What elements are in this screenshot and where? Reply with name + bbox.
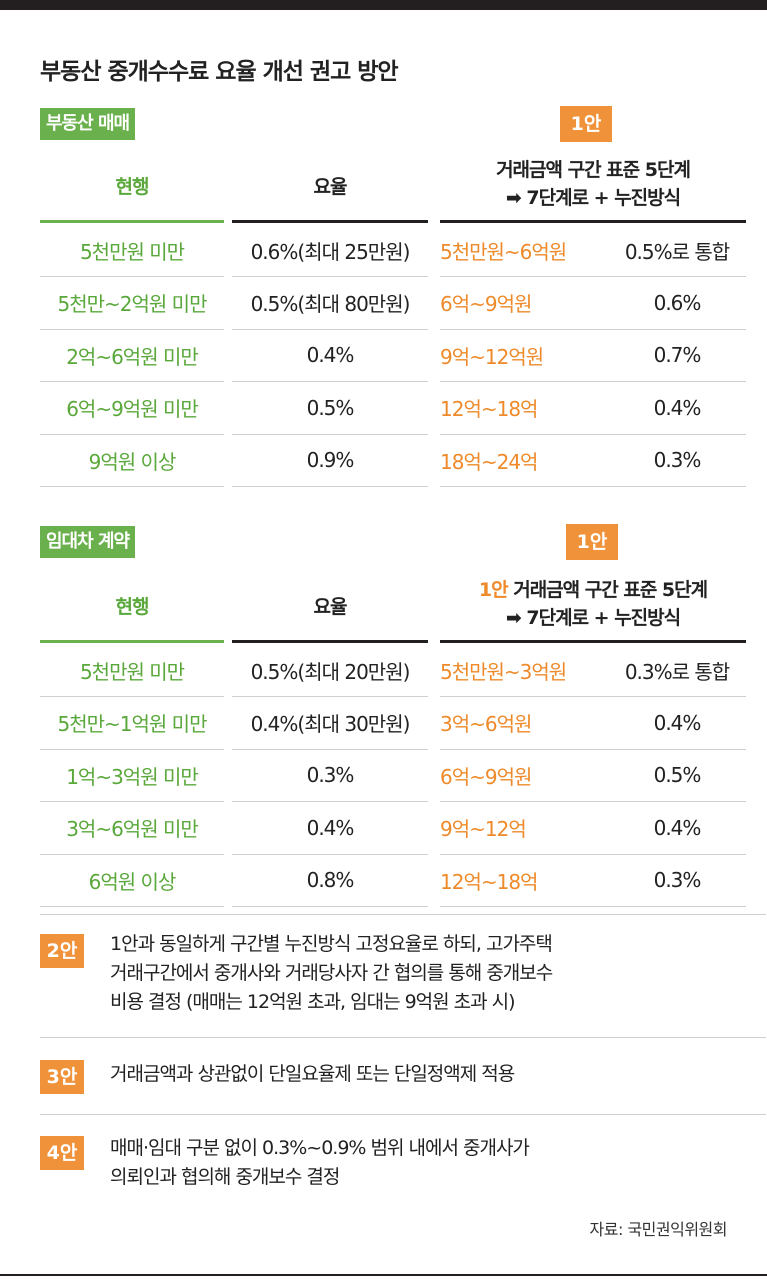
proposal-divider	[40, 914, 766, 915]
lease-section-tag: 임대차 계약	[40, 526, 136, 558]
proposal-2-line: 거래구간에서 중개사와 거래당사자 간 협의를 통해 중개보수	[110, 962, 553, 984]
lease-rate-cell: 0.4%(최대 30만원)	[232, 697, 428, 750]
lease-header-rate: 요율	[313, 596, 348, 618]
proposal-2-line: 비용 결정 (매매는 12억원 초과, 임대는 9억원 초과 시)	[110, 991, 516, 1013]
sale-new-rate-cell: 0.4%	[608, 382, 746, 435]
sale-new-rate-cell: 0.7%	[608, 329, 746, 382]
sale-header-rule-rate	[232, 220, 428, 223]
lease-range-cell: 9억~12억	[440, 802, 608, 855]
proposal-3: 3안 거래금액과 상관없이 단일요율제 또는 단일정액제 적용	[40, 1058, 766, 1098]
bottom-rule	[0, 1274, 767, 1276]
lease-new-rate-cell: 0.4%	[608, 697, 746, 750]
sale-current-cell: 6억~9억원 미만	[40, 382, 224, 435]
sale-rate-cell: 0.5%(최대 80만원)	[232, 277, 428, 330]
proposal-divider	[40, 1037, 766, 1038]
lease-header-proposal-prefix: 1안	[478, 579, 509, 601]
sale-range-cell: 18억~24억	[440, 434, 608, 487]
lease-rate-cell: 0.3%	[232, 749, 428, 802]
sale-rate-cell: 0.5%	[232, 382, 428, 435]
lease-rate-cell: 0.5%(최대 20만원)	[232, 644, 428, 697]
sale-header-proposal-line1: 거래금액 구간 표준 5단계	[496, 159, 691, 181]
lease-header-proposal-line1: 거래금액 구간 표준 5단계	[507, 579, 708, 601]
lease-range-cell: 12억~18억	[440, 854, 608, 907]
lease-new-rate-cell: 0.3%로 통합	[608, 644, 746, 697]
sale-current-cell: 9억원 이상	[40, 434, 224, 487]
sale-range-cell: 5천만원~6억원	[440, 224, 608, 277]
lease-header-rule-proposal	[440, 640, 746, 643]
lease-current-cell: 5천만~1억원 미만	[40, 697, 224, 750]
lease-current-cell: 6억원 이상	[40, 854, 224, 907]
proposal-divider	[40, 1114, 766, 1115]
lease-new-rate-cell: 0.3%	[608, 854, 746, 907]
lease-new-rate-cell: 0.5%	[608, 749, 746, 802]
sale-header-rule-current	[40, 220, 224, 223]
sale-new-rate-cell: 0.6%	[608, 277, 746, 330]
proposal-2: 2안 1안과 동일하게 구간별 누진방식 고정요율로 하되, 고가주택 거래구간…	[40, 930, 766, 1020]
sale-header-rule-proposal	[440, 220, 746, 223]
proposal-4-line: 의뢰인과 협의해 중개보수 결정	[110, 1166, 340, 1188]
sale-proposal-tag: 1안	[560, 106, 612, 142]
sale-current-cell: 5천만원 미만	[40, 224, 224, 277]
sale-rate-cell: 0.9%	[232, 434, 428, 487]
proposal-3-text: 거래금액과 상관없이 단일요율제 또는 단일정액제 적용	[110, 1060, 515, 1089]
lease-new-rate-cell: 0.4%	[608, 802, 746, 855]
lease-current-cell: 1억~3억원 미만	[40, 749, 224, 802]
sale-rate-cell: 0.4%	[232, 329, 428, 382]
proposal-2-text: 1안과 동일하게 구간별 누진방식 고정요율로 하되, 고가주택 거래구간에서 …	[110, 930, 553, 1017]
proposal-4-line: 매매·임대 구분 없이 0.3%~0.9% 범위 내에서 중개사가	[110, 1137, 530, 1159]
sale-current-cell: 5천만~2억원 미만	[40, 277, 224, 330]
proposal-2-tag: 2안	[40, 934, 84, 968]
sale-new-rate-cell: 0.5%로 통합	[608, 224, 746, 277]
sale-range-cell: 12억~18억	[440, 382, 608, 435]
page-title: 부동산 중개수수료 요율 개선 권고 방안	[40, 59, 399, 85]
proposal-4-tag: 4안	[40, 1136, 84, 1170]
lease-rate-cell: 0.8%	[232, 854, 428, 907]
sale-rate-cell: 0.6%(최대 25만원)	[232, 224, 428, 277]
proposal-4: 4안 매매·임대 구분 없이 0.3%~0.9% 범위 내에서 중개사가 의뢰인…	[40, 1134, 766, 1194]
source-credit: 자료: 국민권익위원회	[589, 1220, 728, 1239]
lease-header-proposal: 1안 거래금액 구간 표준 5단계 ➡ 7단계로 + 누진방식	[440, 576, 746, 632]
sale-range-cell: 6억~9억원	[440, 277, 608, 330]
sale-range-cell: 9억~12억원	[440, 329, 608, 382]
lease-range-cell: 5천만원~3억원	[440, 644, 608, 697]
lease-range-cell: 6억~9억원	[440, 749, 608, 802]
proposal-3-line: 거래금액과 상관없이 단일요율제 또는 단일정액제 적용	[110, 1063, 515, 1085]
lease-header-rule-current	[40, 640, 224, 643]
top-rule	[0, 0, 767, 10]
proposal-2-line: 1안과 동일하게 구간별 누진방식 고정요율로 하되, 고가주택	[110, 933, 553, 955]
lease-header-proposal-line2: ➡ 7단계로 + 누진방식	[505, 607, 681, 629]
sale-header-rate: 요율	[313, 176, 348, 198]
lease-current-cell: 3억~6억원 미만	[40, 802, 224, 855]
sale-new-rate-cell: 0.3%	[608, 434, 746, 487]
lease-header-rule-rate	[232, 640, 428, 643]
lease-proposal-tag: 1안	[566, 524, 618, 560]
lease-rate-cell: 0.4%	[232, 802, 428, 855]
proposal-3-tag: 3안	[40, 1060, 84, 1094]
lease-range-cell: 3억~6억원	[440, 697, 608, 750]
sale-header-proposal-line2: ➡ 7단계로 + 누진방식	[505, 187, 681, 209]
sale-section-tag: 부동산 매매	[40, 108, 136, 140]
lease-current-cell: 5천만원 미만	[40, 644, 224, 697]
sale-header-proposal: 거래금액 구간 표준 5단계 ➡ 7단계로 + 누진방식	[440, 156, 746, 212]
lease-header-current: 현행	[115, 596, 150, 618]
sale-header-current: 현행	[115, 176, 150, 198]
proposal-4-text: 매매·임대 구분 없이 0.3%~0.9% 범위 내에서 중개사가 의뢰인과 협…	[110, 1134, 530, 1192]
sale-current-cell: 2억~6억원 미만	[40, 329, 224, 382]
